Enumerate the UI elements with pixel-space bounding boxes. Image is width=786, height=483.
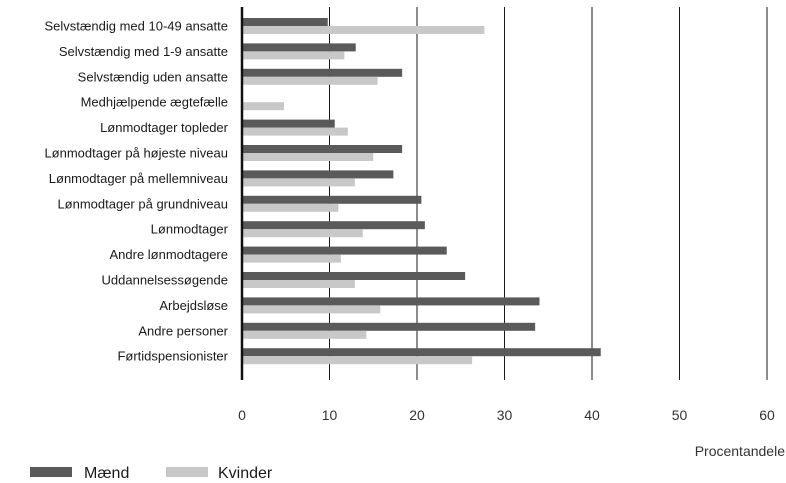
x-tick-label-20: 20 bbox=[409, 407, 425, 423]
category-label: Lønmodtager på højeste niveau bbox=[44, 146, 228, 161]
category-label: Selvstændig med 10-49 ansatte bbox=[44, 19, 228, 34]
bar-maend-0 bbox=[242, 18, 328, 26]
legend-label-kvinder: Kvinder bbox=[218, 465, 273, 482]
bar-kvinder-10 bbox=[242, 280, 355, 288]
category-labels: Selvstændig med 10-49 ansatte Selvstændig… bbox=[44, 19, 228, 364]
bar-kvinder-9 bbox=[242, 254, 341, 263]
legend-swatch-kvinder bbox=[166, 467, 208, 477]
category-label: Arbejdsløse bbox=[159, 298, 228, 313]
x-tick-label-0: 0 bbox=[238, 407, 246, 423]
bar-kvinder-7 bbox=[242, 203, 339, 212]
bar-maend-11 bbox=[242, 297, 540, 306]
bar-maend-8 bbox=[242, 221, 425, 230]
bar-kvinder-2 bbox=[242, 76, 378, 85]
category-label: Andre personer bbox=[138, 323, 228, 338]
category-label: Lønmodtager på grundniveau bbox=[57, 196, 228, 211]
category-label: Selvstændig uden ansatte bbox=[78, 69, 228, 84]
category-label: Uddannelsessøgende bbox=[102, 273, 228, 288]
grid-lines bbox=[329, 7, 768, 380]
legend-label-maend: Mænd bbox=[84, 465, 129, 482]
bar-maend-1 bbox=[242, 43, 356, 52]
bar-kvinder-11 bbox=[242, 305, 381, 314]
legend: Mænd Kvinder bbox=[30, 465, 273, 482]
bars bbox=[242, 18, 601, 365]
category-label: Førtidspensionister bbox=[117, 349, 228, 364]
bar-maend-5 bbox=[242, 145, 403, 153]
bar-maend-13 bbox=[242, 348, 601, 357]
bar-maend-6 bbox=[242, 170, 394, 179]
bar-maend-12 bbox=[242, 322, 536, 331]
bar-kvinder-13 bbox=[242, 356, 473, 365]
bar-kvinder-12 bbox=[242, 330, 367, 339]
bar-kvinder-3 bbox=[242, 102, 284, 111]
category-label: Andre lønmodtagere bbox=[109, 247, 228, 262]
category-label: Lønmodtager bbox=[151, 222, 229, 237]
bar-kvinder-4 bbox=[242, 127, 348, 136]
category-label: Medhjælpende ægtefælle bbox=[81, 95, 228, 110]
x-axis-title: Procentandele bbox=[695, 443, 786, 459]
bar-kvinder-6 bbox=[242, 178, 355, 187]
bar-kvinder-8 bbox=[242, 229, 363, 238]
bar-kvinder-5 bbox=[242, 153, 374, 161]
bar-maend-7 bbox=[242, 195, 422, 204]
x-tick-label-30: 30 bbox=[497, 407, 513, 423]
bar-maend-2 bbox=[242, 68, 403, 77]
bar-kvinder-1 bbox=[242, 51, 345, 60]
bar-maend-10 bbox=[242, 272, 466, 280]
x-tick-label-50: 50 bbox=[672, 407, 688, 423]
legend-swatch-maend bbox=[30, 467, 72, 477]
x-tick-label-40: 40 bbox=[584, 407, 600, 423]
category-label: Lønmodtager på mellemniveau bbox=[49, 171, 228, 186]
x-tick-label-60: 60 bbox=[759, 407, 775, 423]
bar-maend-4 bbox=[242, 119, 335, 128]
category-label: Selvstændig med 1-9 ansatte bbox=[59, 44, 228, 59]
category-label: Lønmodtager topleder bbox=[100, 120, 229, 135]
bar-maend-9 bbox=[242, 246, 447, 255]
x-tick-label-10: 10 bbox=[322, 407, 338, 423]
x-tick-labels: 0 10 20 30 40 50 60 bbox=[238, 407, 775, 423]
bar-kvinder-0 bbox=[242, 26, 485, 34]
